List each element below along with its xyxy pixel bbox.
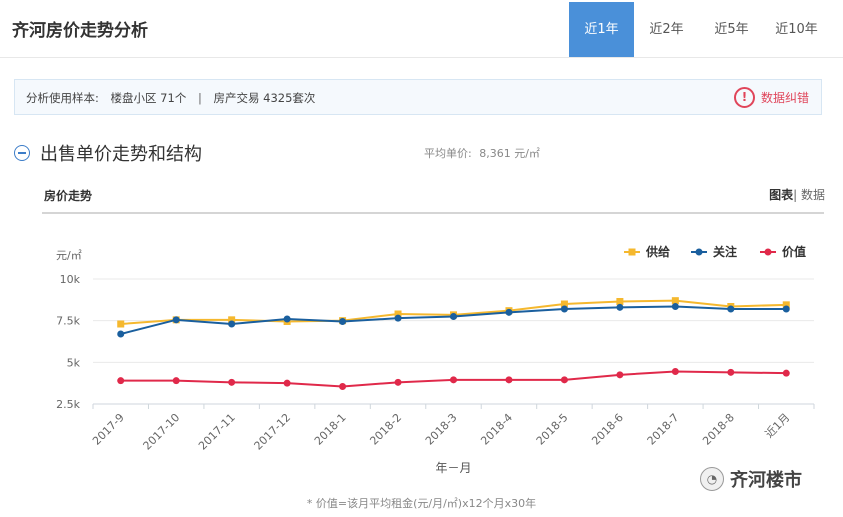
y-tick-label: 10k <box>60 273 81 286</box>
minus-circle-icon[interactable] <box>14 145 30 161</box>
y-axis-label: 元/㎡ <box>56 249 82 262</box>
average-price-label: 平均单价: <box>424 147 472 160</box>
y-tick-label: 5k <box>67 356 81 369</box>
data-point <box>228 320 236 328</box>
wechat-icon: ◔ <box>700 467 724 491</box>
watermark: ◔ 齐河楼市 <box>700 466 802 492</box>
data-point <box>172 377 180 385</box>
x-tick-label: 2018-7 <box>645 411 682 448</box>
x-tick-label: 2017-10 <box>141 411 183 453</box>
data-point <box>117 330 125 338</box>
x-tick-label: 2017-11 <box>196 411 238 453</box>
tab-2-years[interactable]: 近2年 <box>649 22 684 37</box>
data-point <box>394 378 402 386</box>
data-point <box>560 376 568 384</box>
data-correction-label: 数据纠错 <box>760 91 809 105</box>
data-point <box>505 308 513 316</box>
data-point <box>671 297 679 305</box>
x-tick-label: 2018-3 <box>423 411 460 448</box>
legend-label: 关注 <box>713 244 737 259</box>
average-price-value: 8,361 元/㎡ <box>479 147 540 160</box>
data-point <box>228 378 236 386</box>
section-title: 出售单价走势和结构 <box>40 144 202 165</box>
data-point <box>117 320 125 328</box>
x-tick-label: 2018-4 <box>478 411 515 448</box>
view-separator: | <box>793 188 798 202</box>
tab-10-years[interactable]: 近10年 <box>775 22 818 37</box>
data-point <box>671 368 679 375</box>
y-tick-label: 2.5k <box>56 398 80 411</box>
watermark-text: 齐河楼市 <box>730 470 802 491</box>
data-point <box>505 376 513 384</box>
data-point <box>616 298 624 305</box>
footnote: * 价值=该月平均租金(元/月/㎡)x12个月x30年 <box>306 497 537 510</box>
y-tick-label: 7.5k <box>56 315 80 328</box>
legend-marker <box>695 248 703 256</box>
data-point <box>228 316 236 324</box>
average-price: 平均单价: 8,361 元/㎡ <box>424 145 540 161</box>
data-point <box>560 305 568 313</box>
data-point <box>339 383 347 390</box>
sample-label: 分析使用样本: <box>26 91 99 105</box>
legend-marker <box>764 248 772 256</box>
header: 齐河房价走势分析 近1年 近2年 近5年 近10年 <box>0 0 843 58</box>
data-point <box>616 371 624 379</box>
card-divider <box>42 212 824 214</box>
x-tick-label: 2017-12 <box>252 411 294 453</box>
data-point <box>339 318 347 325</box>
tab-1-year[interactable]: 近1年 <box>569 2 634 57</box>
x-axis-label: 年－月 <box>435 461 471 475</box>
sample-transactions: 房产交易 4325套次 <box>213 91 316 105</box>
view-data-toggle[interactable]: 数据 <box>800 188 825 202</box>
x-tick-label: 2018-1 <box>312 411 349 448</box>
tab-5-years[interactable]: 近5年 <box>714 22 749 37</box>
sample-communities: 楼盘小区 71个 <box>110 91 187 105</box>
sample-separator: | <box>197 91 202 105</box>
data-point <box>283 379 291 387</box>
data-point <box>450 313 457 320</box>
x-tick-label: 2018-6 <box>589 411 626 448</box>
x-tick-label: 2018-2 <box>367 411 404 448</box>
data-correction-button[interactable]: ! 数据纠错 <box>733 87 809 108</box>
data-point <box>450 376 457 384</box>
data-point <box>782 369 790 377</box>
section-header: 出售单价走势和结构 <box>14 140 202 166</box>
page-title: 齐河房价走势分析 <box>12 21 148 41</box>
data-point <box>727 368 735 376</box>
legend-marker <box>628 248 636 256</box>
data-point <box>671 303 679 310</box>
view-toggle: 图表| 数据 <box>769 186 825 203</box>
legend-label: 价值 <box>782 244 806 259</box>
data-point <box>782 301 790 309</box>
view-chart-toggle[interactable]: 图表 <box>769 188 794 202</box>
data-point <box>394 310 402 318</box>
sample-info-text: 分析使用样本: 楼盘小区 71个 | 房产交易 4325套次 <box>26 90 315 106</box>
x-tick-label: 2017-9 <box>90 411 127 448</box>
data-point <box>727 305 735 313</box>
x-tick-label: 2018-8 <box>700 411 737 448</box>
data-point <box>616 303 624 311</box>
data-point <box>560 300 568 308</box>
x-tick-label: 近1月 <box>763 411 793 441</box>
data-point <box>283 315 291 323</box>
data-point <box>394 314 402 322</box>
period-tabs: 近1年 近2年 近5年 近10年 <box>569 2 829 57</box>
chart-card-title: 房价走势 <box>44 189 93 203</box>
data-point <box>782 305 790 313</box>
exclamation-circle-icon: ! <box>733 87 755 108</box>
sample-info-bar: 分析使用样本: 楼盘小区 71个 | 房产交易 4325套次 ! 数据纠错 <box>14 79 822 115</box>
legend-label: 供给 <box>645 244 670 259</box>
x-tick-label: 2018-5 <box>534 411 571 448</box>
data-point <box>172 316 180 324</box>
data-point <box>117 377 125 385</box>
